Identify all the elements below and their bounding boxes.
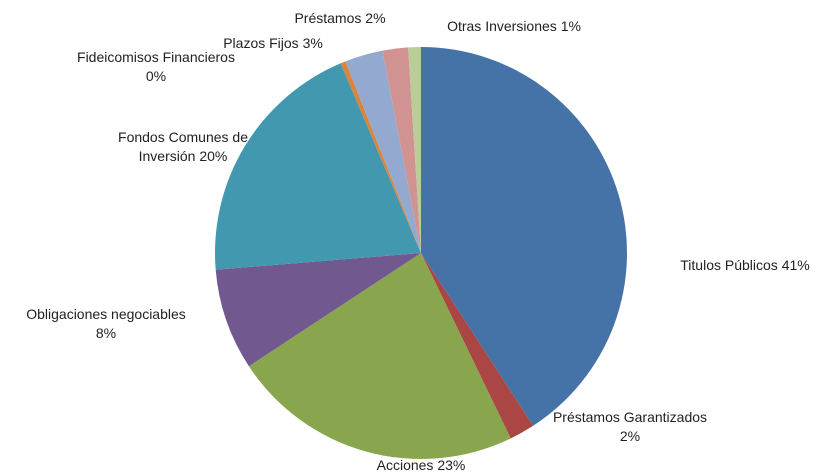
slice-label: Plazos Fijos 3%	[193, 34, 353, 53]
slice-label: Obligaciones negociables 8%	[0, 305, 216, 343]
category-label: Obligaciones negociables	[26, 306, 186, 322]
slice-label: Préstamos 2%	[260, 9, 420, 28]
category-label: Titulos Públicos	[680, 257, 778, 273]
value-label: 0%	[145, 68, 167, 84]
category-label: Fideicomisos Financieros	[77, 49, 235, 65]
slice-label: Préstamos Garantizados 2%	[530, 408, 730, 446]
pie-slice	[215, 253, 421, 367]
pie-slice	[408, 47, 421, 253]
value-label: 20%	[199, 148, 228, 164]
slice-label: Titulos Públicos 41%	[645, 256, 827, 275]
value-label: 41%	[781, 257, 810, 273]
slice-label: Acciones 23%	[321, 456, 521, 474]
value-label: 23%	[437, 457, 466, 473]
slice-label: Fideicomisos Financieros 0%	[46, 48, 266, 86]
pie-slice	[345, 50, 421, 253]
slice-label: Otras Inversiones 1%	[414, 17, 614, 36]
category-label: Otras Inversiones	[447, 18, 557, 34]
category-label: Fondos Comunes de Inversión	[118, 129, 248, 164]
pie-slice	[248, 253, 511, 459]
slice-label: Fondos Comunes de Inversión 20%	[108, 128, 258, 166]
value-label: 2%	[365, 10, 386, 26]
value-label: 3%	[302, 35, 323, 51]
pie-slice	[215, 63, 421, 270]
pie-slice	[340, 61, 421, 254]
pie-slice	[421, 253, 534, 439]
value-label: 8%	[95, 325, 117, 341]
pie-slice	[382, 47, 421, 254]
pie-slice	[421, 47, 627, 426]
category-label: Préstamos Garantizados	[552, 409, 708, 425]
category-label: Acciones	[376, 457, 434, 473]
value-label: 2%	[619, 428, 641, 444]
value-label: 1%	[560, 18, 581, 34]
category-label: Plazos Fijos	[223, 35, 299, 51]
category-label: Préstamos	[294, 10, 362, 26]
